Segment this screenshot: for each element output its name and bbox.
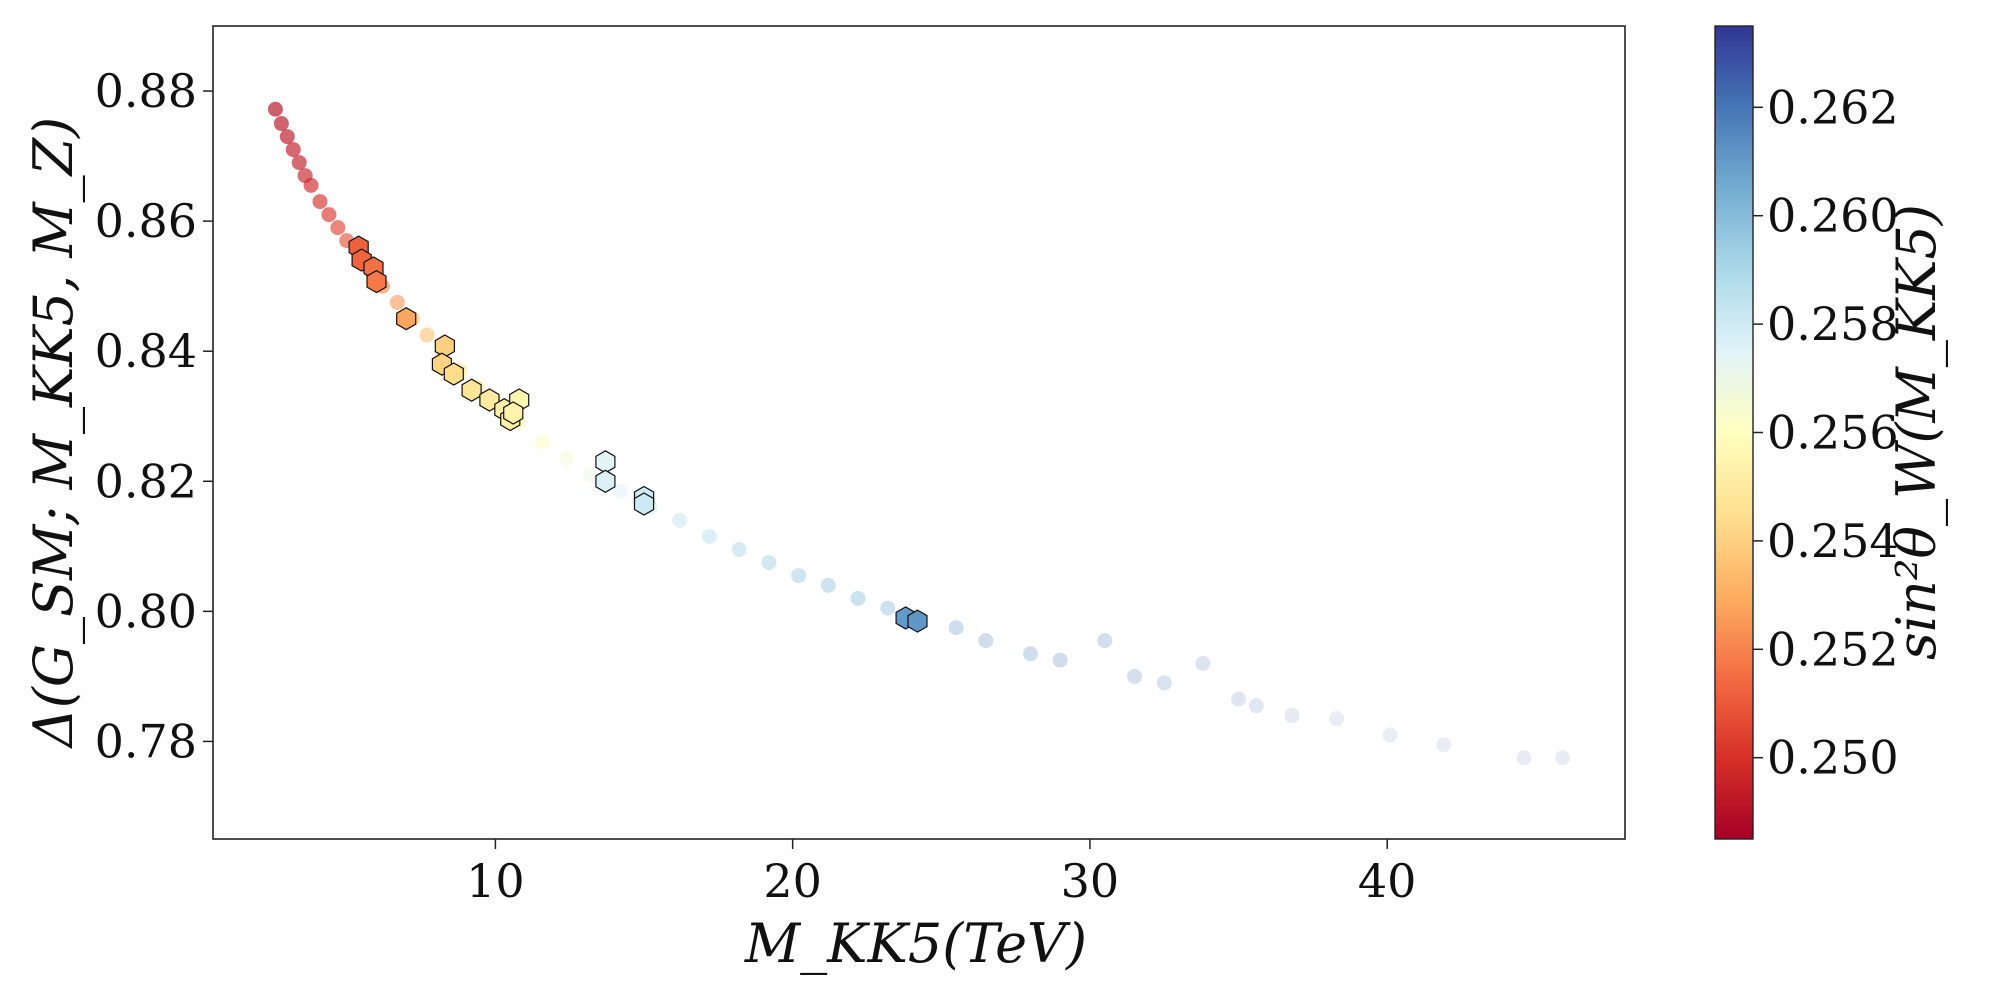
x-tick-label: 30 xyxy=(1061,854,1120,908)
scatter-point xyxy=(559,451,575,467)
y-tick-label: 0.84 xyxy=(95,324,197,378)
scatter-point xyxy=(312,194,328,210)
scatter-point xyxy=(612,483,628,499)
scatter-point xyxy=(1329,711,1345,727)
scatter-point xyxy=(285,142,301,158)
colorbar-tick-label: 0.258 xyxy=(1767,297,1899,351)
hexagon-point xyxy=(461,378,482,402)
scatter-point xyxy=(1195,655,1211,671)
scatter-point xyxy=(1436,737,1452,753)
colorbar-tick-label: 0.250 xyxy=(1767,731,1899,785)
scatter-point xyxy=(978,633,994,649)
hexagon-point xyxy=(595,469,616,493)
y-tick-label: 0.86 xyxy=(95,194,197,248)
colorbar-tick-label: 0.256 xyxy=(1767,406,1899,460)
scatter-point xyxy=(1052,652,1068,668)
scatter-point xyxy=(1231,691,1247,707)
hexagon-point xyxy=(396,307,417,331)
scatter-point xyxy=(1516,750,1532,766)
hexagon-point xyxy=(443,362,464,386)
scatter-point xyxy=(791,568,807,584)
scatter-point xyxy=(761,555,777,571)
scatter-point xyxy=(731,542,747,558)
highlighted-hexagon-points xyxy=(348,235,928,633)
y-tick-label: 0.80 xyxy=(95,584,197,638)
hexagon-point xyxy=(633,492,655,516)
colorbar-ticks: 0.250 0.252 0.254 0.256 0.258 0.260 0.262 xyxy=(1753,80,1899,785)
scatter-point xyxy=(330,220,346,236)
scatter-point xyxy=(303,177,319,193)
scatter-point xyxy=(672,512,688,528)
scatter-point xyxy=(1156,675,1172,691)
colorbar-tick-label: 0.254 xyxy=(1767,514,1899,568)
y-tick-label: 0.88 xyxy=(95,64,197,118)
scatter-point xyxy=(880,600,896,616)
scatter-point xyxy=(1248,698,1264,714)
scatter-point xyxy=(948,620,964,636)
scatter-point xyxy=(419,327,435,343)
scatter-point xyxy=(1382,727,1398,743)
hexagon-point xyxy=(434,334,455,358)
scatter-point xyxy=(1097,633,1113,649)
y-tick-label: 0.82 xyxy=(95,454,197,508)
scatter-point xyxy=(321,207,337,223)
scatter-point xyxy=(389,294,405,310)
y-tick-label: 0.78 xyxy=(95,714,197,768)
hexagon-point xyxy=(503,401,524,425)
plot-frame xyxy=(212,25,1626,840)
scatter-point xyxy=(267,101,283,117)
scatter-point xyxy=(279,129,295,145)
scatter-point xyxy=(1127,668,1143,684)
scatter-point xyxy=(535,434,551,450)
x-axis-label: M_KK5(TeV) xyxy=(744,912,1087,975)
scatter-points xyxy=(267,101,1571,766)
x-tick-label: 40 xyxy=(1358,854,1417,908)
hexagon-point xyxy=(907,609,928,633)
colorbar-tick-label: 0.252 xyxy=(1767,622,1899,676)
scatter-point xyxy=(701,529,717,545)
scatter-point xyxy=(1555,750,1571,766)
hexagon-point xyxy=(366,269,387,294)
hexagon-point xyxy=(595,450,616,474)
scatter-point xyxy=(1022,646,1038,662)
scatter-point xyxy=(850,590,866,606)
colorbar xyxy=(1714,25,1754,840)
scatter-point xyxy=(273,116,289,132)
scatter-point xyxy=(583,467,599,483)
y-axis-ticks: 0.78 0.80 0.82 0.84 0.86 0.88 xyxy=(95,64,213,768)
colorbar-tick-label: 0.262 xyxy=(1767,80,1899,134)
scatter-point xyxy=(1284,707,1300,723)
x-tick-label: 20 xyxy=(763,854,822,908)
colorbar-tick-label: 0.260 xyxy=(1767,189,1899,243)
scatter-point xyxy=(291,155,307,171)
scatter-point xyxy=(820,577,836,593)
x-axis-ticks: 10 20 30 40 xyxy=(466,839,1416,908)
colorbar-label: sin²θ_W(M_KK5) xyxy=(1885,204,1948,660)
y-axis-label: Δ(G_SM; M_KK5, M_Z) xyxy=(22,117,85,749)
x-tick-label: 10 xyxy=(466,854,525,908)
